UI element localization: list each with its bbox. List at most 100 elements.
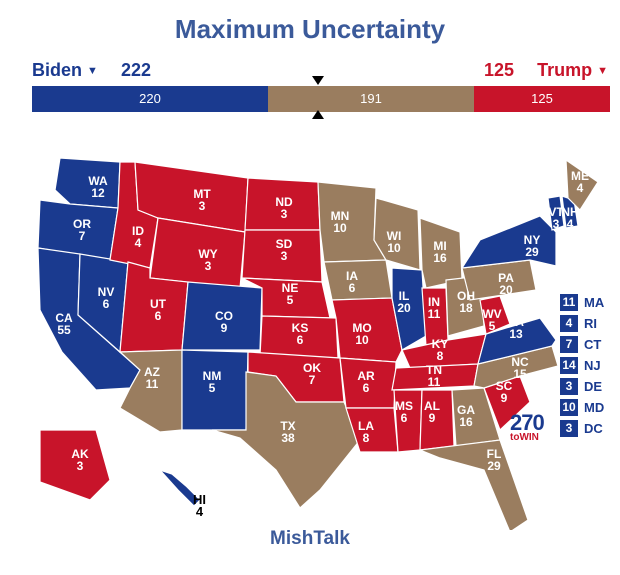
state-mi[interactable] [419, 217, 463, 289]
state-ev-fl: 29 [487, 459, 501, 473]
legend-row-ma[interactable]: 11 MA [560, 292, 604, 313]
state-label-ky: KY [432, 337, 449, 351]
state-ev-wa: 12 [91, 186, 105, 200]
state-ev-nc: 15 [513, 367, 527, 381]
state-label-ny: NY [524, 233, 541, 247]
logo-sub: toWIN [510, 432, 539, 443]
state-fl[interactable] [419, 439, 529, 530]
state-ev-vt: 3 [553, 217, 560, 231]
legend-row-dc[interactable]: 3 DC [560, 418, 604, 439]
270towin-logo: 270 toWIN [510, 410, 545, 443]
state-vt[interactable] [547, 195, 565, 231]
state-abbr-hi: HI [193, 492, 206, 507]
state-ev-ok: 7 [309, 373, 316, 387]
legend-abbr: DE [584, 379, 603, 394]
state-ev-hi: 4 [195, 504, 204, 519]
state-ev-mo: 10 [355, 333, 369, 347]
state-label-nd: ND [275, 195, 293, 209]
legend-row-md[interactable]: 10 MD [560, 397, 604, 418]
state-label-wv: WV [482, 307, 501, 321]
legend-abbr: RI [584, 316, 597, 331]
state-ev-al: 9 [429, 411, 436, 425]
state-ev-wy: 3 [205, 259, 212, 273]
legend-abbr: NJ [584, 358, 601, 373]
state-ev-nh: 4 [567, 217, 574, 231]
caret-down-icon[interactable]: ▼ [87, 65, 98, 77]
state-me[interactable] [565, 158, 599, 211]
state-ev-nm: 5 [209, 381, 216, 395]
state-ev-ga: 16 [459, 415, 473, 429]
state-ev-la: 8 [363, 431, 370, 445]
state-label-mi: MI [433, 239, 446, 253]
state-label-id: ID [132, 224, 144, 238]
state-wi[interactable] [373, 197, 421, 271]
state-label-ia: IA [346, 269, 358, 283]
state-label-me: ME [571, 169, 589, 183]
state-wv[interactable] [479, 295, 511, 335]
state-label-nh: NH [561, 205, 578, 219]
state-label-in: IN [428, 295, 440, 309]
legend-ev: 14 [560, 357, 578, 374]
state-label-tn: TN [426, 363, 442, 377]
legend-ev: 4 [560, 315, 578, 332]
trump-header[interactable]: 125 Trump ▼ [484, 60, 608, 81]
state-label-ga: GA [457, 403, 475, 417]
state-ia[interactable] [323, 259, 393, 301]
state-il[interactable] [391, 267, 427, 351]
state-ev-tx: 38 [281, 431, 295, 445]
trump-name: Trump [537, 60, 593, 80]
state-hi[interactable] [158, 468, 201, 507]
majority-marker-top-icon [312, 76, 324, 85]
bar-trump-segment: 125 [474, 86, 610, 112]
bar-tossup-value: 191 [360, 91, 382, 106]
state-label-il: IL [399, 289, 410, 303]
biden-header[interactable]: Biden ▼ 222 [32, 60, 151, 81]
state-ny[interactable] [460, 215, 557, 269]
state-ev-ak: 3 [77, 459, 84, 473]
legend-ev: 3 [560, 378, 578, 395]
page-title: Maximum Uncertainty [174, 14, 446, 44]
state-ev-me: 4 [577, 181, 584, 195]
state-ev-ca: 55 [57, 323, 71, 337]
state-ev-tn: 11 [428, 375, 441, 389]
legend-abbr: CT [584, 337, 602, 352]
state-tx[interactable] [211, 371, 361, 509]
state-ev-sc: 9 [501, 391, 508, 405]
bar-biden-segment: 220 [32, 86, 268, 112]
bar-trump-value: 125 [531, 91, 553, 106]
legend-ev: 10 [560, 399, 578, 416]
bar-biden-value: 220 [139, 91, 161, 106]
state-label-la: LA [358, 419, 374, 433]
legend-row-ri[interactable]: 4 RI [560, 313, 604, 334]
state-ev-ia: 6 [349, 281, 356, 295]
state-label-ca: CA [55, 311, 73, 325]
state-label-ks: KS [292, 321, 309, 335]
state-ev-nd: 3 [281, 207, 288, 221]
state-label-hi: HI 4 [193, 492, 206, 519]
state-ev-il: 20 [397, 301, 411, 315]
caret-down-icon[interactable]: ▼ [597, 65, 608, 77]
state-ev-az: 11 [146, 377, 159, 391]
state-label-oh: OH [457, 289, 475, 303]
state-ev-or: 7 [79, 229, 86, 243]
state-label-nv: NV [98, 285, 115, 299]
state-ev-ut: 6 [155, 309, 162, 323]
legend-row-nj[interactable]: 14 NJ [560, 355, 604, 376]
legend-abbr: MA [584, 295, 605, 310]
legend-abbr: MD [584, 400, 605, 415]
state-label-mo: MO [352, 321, 371, 335]
legend-ev: 11 [560, 294, 578, 311]
state-ak[interactable] [39, 429, 111, 501]
majority-marker-bottom-icon [312, 110, 324, 119]
state-ev-oh: 18 [459, 301, 473, 315]
legend-row-de[interactable]: 3 DE [560, 376, 604, 397]
state-label-ne: NE [282, 281, 299, 295]
state-ev-ne: 5 [287, 293, 294, 307]
state-label-ar: AR [357, 369, 375, 383]
state-label-sc: SC [496, 379, 513, 393]
legend-row-ct[interactable]: 7 CT [560, 334, 604, 355]
electoral-vote-bar: 220 191 125 [32, 86, 610, 112]
state-va[interactable] [477, 317, 557, 365]
state-label-wi: WI [387, 229, 402, 243]
